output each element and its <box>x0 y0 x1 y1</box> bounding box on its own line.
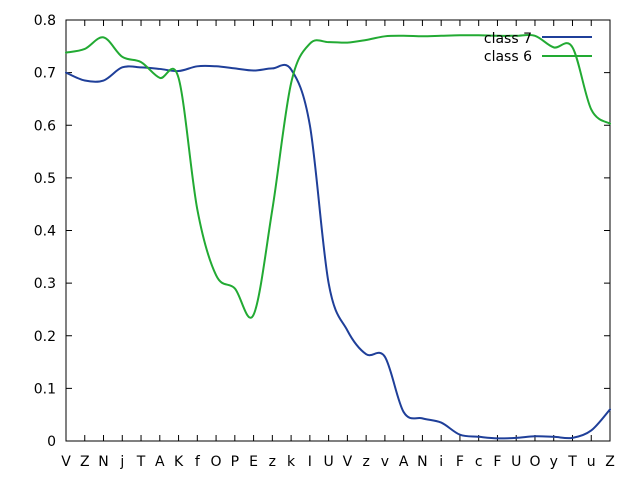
x-tick-label: P <box>231 454 239 470</box>
legend-label-class-7: class 7 <box>484 31 532 47</box>
x-tick-label: V <box>343 454 353 470</box>
series-line-class-6 <box>65 33 611 319</box>
series-line-class-7 <box>65 63 611 440</box>
x-tick-label: I <box>308 454 312 470</box>
y-tick-label: 0.6 <box>34 118 56 134</box>
x-tick-label: O <box>529 454 540 470</box>
x-tick-label: c <box>475 454 483 470</box>
x-tick-label: A <box>155 454 165 470</box>
y-tick-label: 0.5 <box>34 171 56 187</box>
x-tick-label: N <box>98 454 108 470</box>
y-tick-label: 0.2 <box>34 329 56 345</box>
y-axis: 0 0.1 0.2 0.3 0.4 0.5 0.6 0.7 0.8 <box>34 13 610 450</box>
x-tick-label: T <box>136 454 146 470</box>
x-tick-label: z <box>269 454 276 470</box>
y-tick-label: 0.7 <box>34 66 56 82</box>
y-tick-label: 0.1 <box>34 381 56 397</box>
x-tick-label: F <box>456 454 464 470</box>
x-tick-label: F <box>493 454 501 470</box>
x-tick-label: Z <box>80 454 90 470</box>
x-tick-label: u <box>587 454 596 470</box>
x-tick-label: K <box>174 454 184 470</box>
x-tick-label: U <box>323 454 333 470</box>
x-tick-label: y <box>550 454 558 470</box>
x-tick-label: U <box>511 454 521 470</box>
x-tick-label: v <box>381 454 389 470</box>
x-tick-label: z <box>362 454 369 470</box>
plot-frame <box>65 19 611 442</box>
x-tick-label: O <box>211 454 222 470</box>
y-tick-label: 0.4 <box>34 224 56 240</box>
x-tick-label: A <box>399 454 409 470</box>
x-tick-label: Z <box>605 454 615 470</box>
x-tick-label: j <box>119 454 124 470</box>
y-tick-label: 0.3 <box>34 276 56 292</box>
series-layer <box>65 33 611 440</box>
x-tick-label: T <box>567 454 577 470</box>
legend-label-class-6: class 6 <box>484 49 532 65</box>
y-tick-label: 0 <box>47 434 56 450</box>
x-tick-label: N <box>417 454 427 470</box>
x-tick-label: k <box>287 454 296 470</box>
x-tick-label: i <box>439 454 443 470</box>
y-tick-label: 0.8 <box>34 13 56 29</box>
x-tick-label: f <box>195 454 201 470</box>
x-tick-label: E <box>249 454 258 470</box>
legend: class 7 class 6 <box>484 31 592 65</box>
x-tick-label: V <box>61 454 71 470</box>
